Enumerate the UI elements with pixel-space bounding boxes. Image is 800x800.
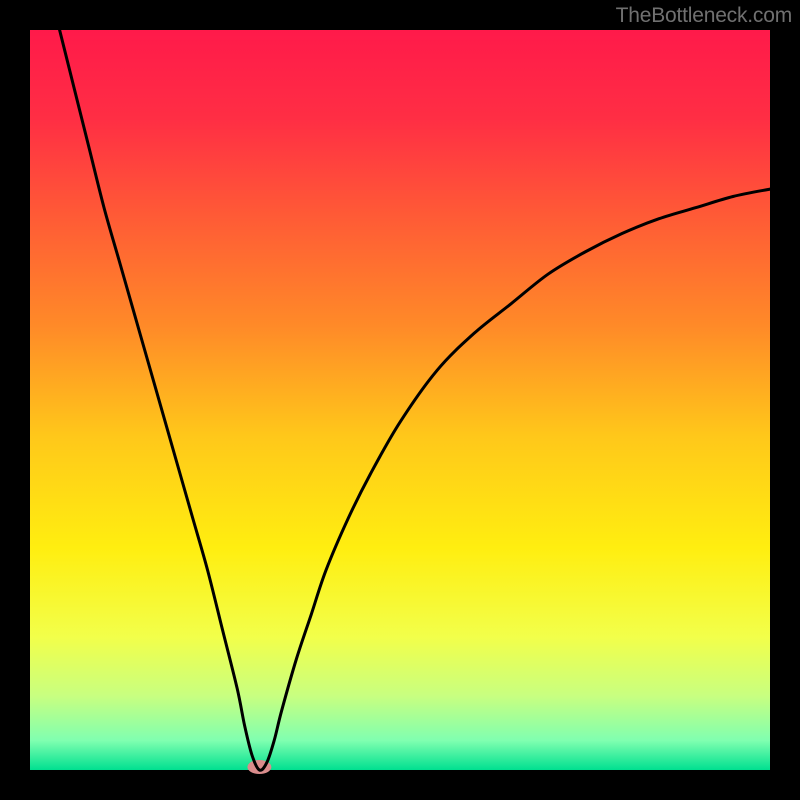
watermark-text: TheBottleneck.com <box>616 4 792 28</box>
plot-background <box>30 30 770 770</box>
bottleneck-chart <box>0 0 800 800</box>
chart-container: TheBottleneck.com <box>0 0 800 800</box>
